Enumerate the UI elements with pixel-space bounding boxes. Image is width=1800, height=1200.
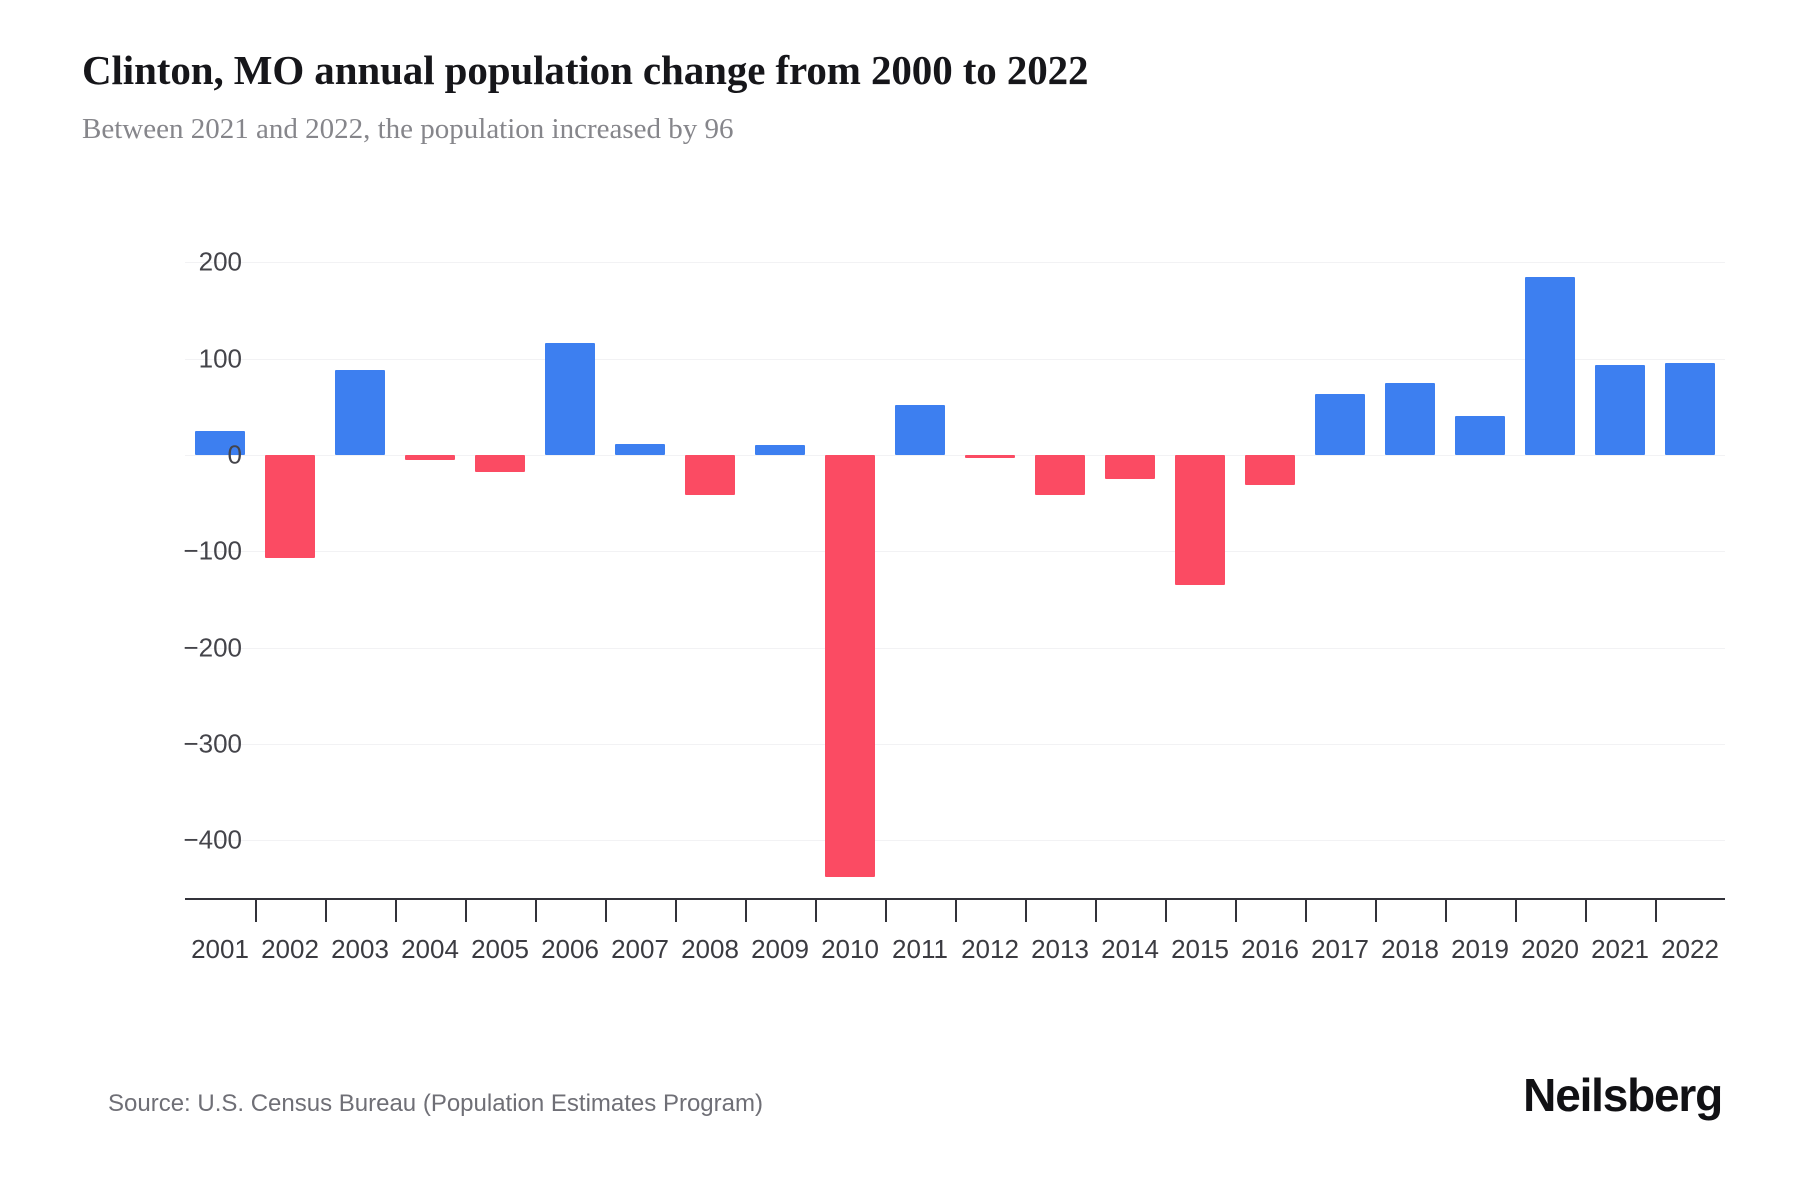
- bar-2001[interactable]: [194, 430, 246, 456]
- gridline: [185, 551, 1725, 553]
- bar-2022[interactable]: [1664, 362, 1716, 456]
- bar-2011[interactable]: [894, 404, 946, 456]
- y-axis-tick-label: 0: [227, 439, 242, 470]
- source-note: Source: U.S. Census Bureau (Population E…: [108, 1090, 763, 1117]
- y-axis-tick-label: 100: [198, 343, 242, 374]
- x-axis-tick: [885, 900, 887, 922]
- bar-2016[interactable]: [1244, 455, 1296, 485]
- x-axis-tick-label: 2014: [1101, 934, 1159, 964]
- x-axis-tick-label: 2005: [471, 934, 529, 964]
- x-axis-tick-label: 2018: [1381, 934, 1439, 964]
- bar-2015[interactable]: [1174, 455, 1226, 586]
- gridline: [185, 840, 1725, 842]
- x-axis-tick-label: 2022: [1661, 934, 1719, 964]
- x-axis-tick: [535, 900, 537, 922]
- x-axis-tick: [955, 900, 957, 922]
- bar-2013[interactable]: [1034, 455, 1086, 496]
- gridline: [185, 647, 1725, 649]
- x-axis-tick: [1095, 900, 1097, 922]
- x-axis-tick-label: 2012: [961, 934, 1019, 964]
- x-axis-tick-label: 2011: [892, 934, 948, 964]
- x-axis-tick: [1165, 900, 1167, 922]
- x-axis-tick: [745, 900, 747, 922]
- x-axis-tick-label: 2010: [821, 934, 879, 964]
- x-axis-tick: [1655, 900, 1657, 922]
- bar-2003[interactable]: [334, 370, 386, 456]
- x-axis-tick-label: 2021: [1591, 934, 1649, 964]
- x-axis-tick: [605, 900, 607, 922]
- page-title: Clinton, MO annual population change fro…: [82, 47, 1089, 93]
- bar-2021[interactable]: [1594, 364, 1646, 456]
- gridline: [185, 262, 1725, 264]
- brand-logo: Neilsberg: [1523, 1069, 1723, 1121]
- gridline: [185, 455, 1725, 457]
- x-axis-tick-label: 2004: [401, 934, 459, 964]
- bar-2010[interactable]: [824, 455, 876, 877]
- x-axis-tick: [1515, 900, 1517, 922]
- x-axis-tick: [1585, 900, 1587, 922]
- x-axis-tick-label: 2013: [1031, 934, 1089, 964]
- x-axis-tick: [255, 900, 257, 922]
- x-axis-tick-label: 2015: [1171, 934, 1229, 964]
- y-axis-tick-label: −200: [183, 632, 242, 663]
- bar-2007[interactable]: [614, 444, 666, 456]
- y-axis-tick-label: 200: [198, 246, 242, 277]
- bar-2017[interactable]: [1314, 394, 1366, 456]
- x-axis-line: [185, 898, 1725, 900]
- x-axis-tick: [1375, 900, 1377, 922]
- bar-2019[interactable]: [1454, 415, 1506, 456]
- x-axis-tick: [1445, 900, 1447, 922]
- y-axis-tick-label: −400: [183, 824, 242, 855]
- x-axis-tick: [395, 900, 397, 922]
- bar-2008[interactable]: [684, 455, 736, 496]
- x-axis-tick: [1025, 900, 1027, 922]
- bar-2004[interactable]: [404, 455, 456, 460]
- x-axis-tick-label: 2009: [751, 934, 809, 964]
- x-axis-tick-label: 2008: [681, 934, 739, 964]
- x-axis-tick: [1235, 900, 1237, 922]
- x-axis-tick-label: 2002: [261, 934, 319, 964]
- x-axis-tick: [325, 900, 327, 922]
- x-axis-tick-label: 2006: [541, 934, 599, 964]
- x-axis-tick: [465, 900, 467, 922]
- bar-2005[interactable]: [474, 455, 526, 473]
- bar-2009[interactable]: [754, 445, 806, 456]
- x-axis-tick: [815, 900, 817, 922]
- x-axis-tick-label: 2003: [331, 934, 389, 964]
- x-axis-tick-label: 2020: [1521, 934, 1579, 964]
- bar-2020[interactable]: [1524, 276, 1576, 456]
- x-axis-tick-label: 2017: [1311, 934, 1369, 964]
- bar-2014[interactable]: [1104, 455, 1156, 480]
- bar-2018[interactable]: [1384, 382, 1436, 456]
- chart-subtitle: Between 2021 and 2022, the population in…: [82, 112, 734, 145]
- bar-2012[interactable]: [964, 455, 1016, 459]
- x-axis-tick-label: 2019: [1451, 934, 1509, 964]
- chart-header: Clinton, MO annual population change fro…: [82, 47, 1722, 147]
- x-axis-tick-label: 2016: [1241, 934, 1299, 964]
- x-axis-tick: [675, 900, 677, 922]
- x-axis-tick-label: 2007: [611, 934, 669, 964]
- plot-area: [185, 248, 1725, 898]
- bar-2006[interactable]: [544, 343, 596, 456]
- x-axis-tick-label: 2001: [191, 934, 249, 964]
- bar-2002[interactable]: [264, 455, 316, 559]
- bar-series: [185, 248, 1725, 898]
- gridline: [185, 358, 1725, 360]
- gridline: [185, 743, 1725, 745]
- x-axis-tick: [1305, 900, 1307, 922]
- y-axis-tick-label: −100: [183, 535, 242, 566]
- y-axis-tick-label: −300: [183, 728, 242, 759]
